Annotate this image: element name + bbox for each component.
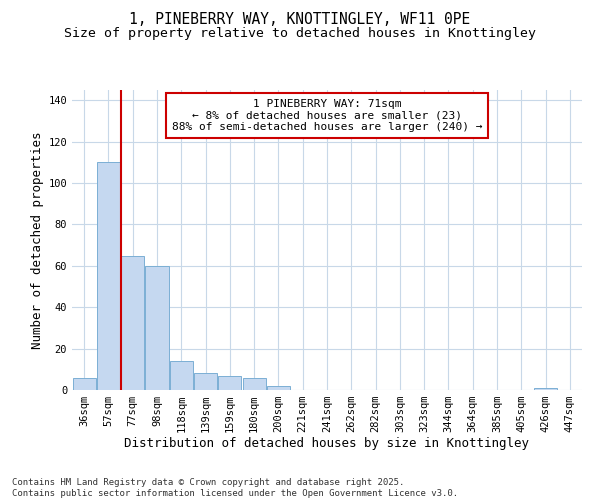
Bar [218, 376, 241, 390]
Bar [97, 162, 120, 390]
Bar [121, 256, 144, 390]
Bar [73, 378, 95, 390]
Text: 1, PINEBERRY WAY, KNOTTINGLEY, WF11 0PE: 1, PINEBERRY WAY, KNOTTINGLEY, WF11 0PE [130, 12, 470, 28]
Bar [242, 378, 266, 390]
Bar [267, 386, 290, 390]
Text: 1 PINEBERRY WAY: 71sqm
← 8% of detached houses are smaller (23)
88% of semi-deta: 1 PINEBERRY WAY: 71sqm ← 8% of detached … [172, 99, 482, 132]
Y-axis label: Number of detached properties: Number of detached properties [31, 131, 44, 349]
Bar [194, 374, 217, 390]
Bar [145, 266, 169, 390]
Bar [170, 361, 193, 390]
Text: Contains HM Land Registry data © Crown copyright and database right 2025.
Contai: Contains HM Land Registry data © Crown c… [12, 478, 458, 498]
X-axis label: Distribution of detached houses by size in Knottingley: Distribution of detached houses by size … [125, 436, 530, 450]
Text: Size of property relative to detached houses in Knottingley: Size of property relative to detached ho… [64, 28, 536, 40]
Bar [534, 388, 557, 390]
